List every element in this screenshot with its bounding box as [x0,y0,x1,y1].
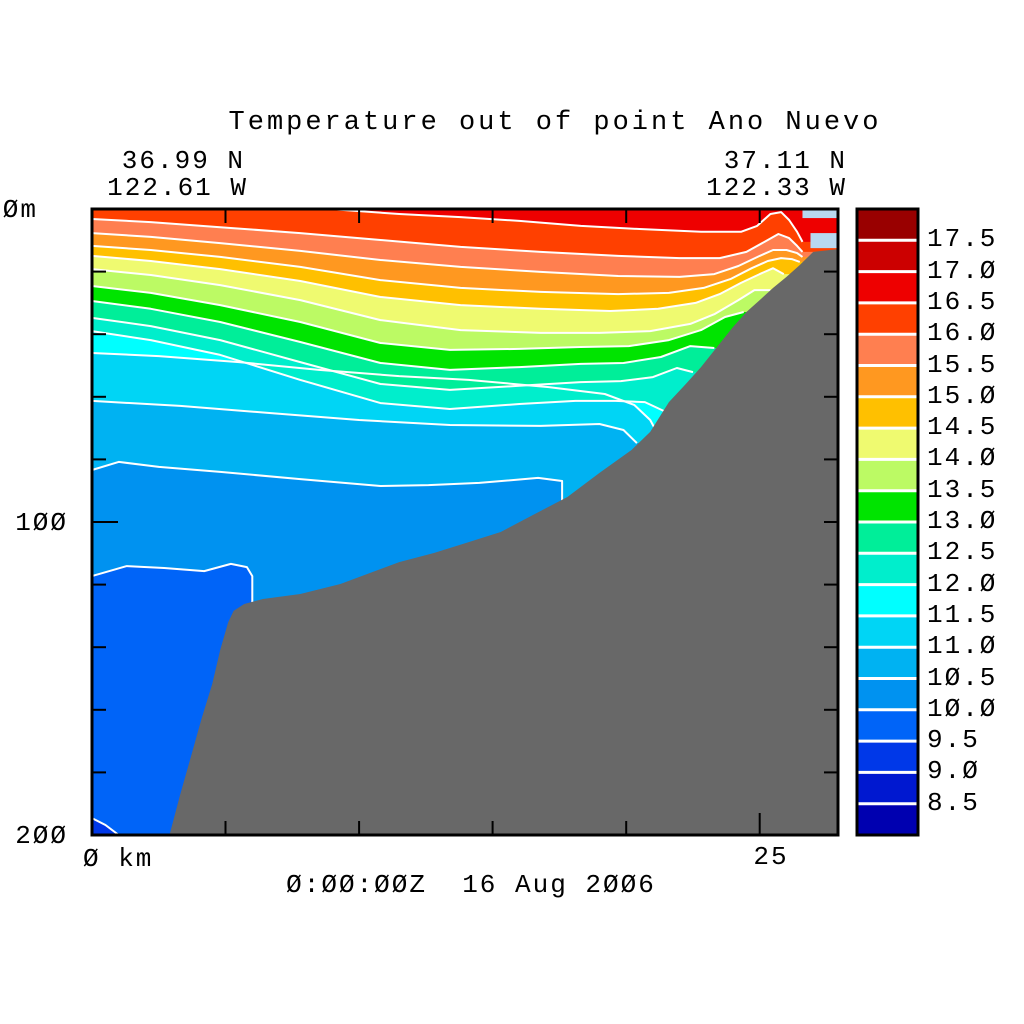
x-axis-label-0km: Ø km [83,844,154,874]
colorbar-segment [857,553,918,585]
colorbar-label: 15.5 [927,350,998,380]
isotherm-line [91,254,785,312]
right-endpoint-longitude: 122.33 W [706,173,847,203]
colorbar-segment [857,240,918,272]
colorbar-segment [857,365,918,397]
colorbar-label: 1Ø.Ø [927,694,998,724]
y-axis-label-0m: Øm [2,195,38,225]
y-axis-label-100: 1ØØ [15,508,68,538]
colorbar-label: 13.Ø [927,506,998,536]
colorbar-label: 16.Ø [927,318,998,348]
colorbar-segment [857,803,918,835]
isotherm-line [91,460,564,502]
y-axis-label-200: 2ØØ [15,821,68,851]
colorbar-segment [857,334,918,366]
colorbar-frame [855,207,920,837]
colorbar-label: 14.5 [927,412,998,442]
page-title: Temperature out of point Ano Nuevo [228,108,882,138]
isotherm-line [91,218,804,260]
nodata-patch [810,233,838,249]
seafloor [169,249,838,836]
colorbar-label: 12.Ø [927,569,998,599]
colorbar-segment [857,396,918,429]
colorbar-label: 12.5 [927,537,998,567]
isotherm-line [329,208,804,243]
colorbar-segment [857,522,918,554]
nodata-patch [802,209,838,219]
isotherm-line [91,300,715,371]
colorbar-segment [857,459,918,491]
colorbar-label: 17.5 [927,224,998,254]
isotherm-line [91,352,657,431]
colorbar-label: 14.Ø [927,443,998,473]
colorbar-label: 15.Ø [927,381,998,411]
colorbar-label: 11.Ø [927,631,998,661]
isotherm-line [91,268,771,334]
colorbar-label: 16.5 [927,287,998,317]
x-axis-label-25: 25 [753,842,789,872]
isotherm-line [91,232,804,278]
isotherm-line [91,817,120,836]
colorbar-label: 11.5 [927,600,998,630]
colorbar-segment [857,584,918,616]
colorbar-segment [857,772,918,804]
colorbar-segment [857,302,918,335]
plot-frame [90,207,840,837]
colorbar-label: 17.Ø [927,256,998,286]
isotherm-line [91,330,667,414]
colorbar-segment [857,678,918,710]
colorbar-segment [857,209,918,241]
left-endpoint-longitude: 122.61 W [107,173,248,203]
colorbar-segment [857,490,918,522]
colorbar-label: 9.5 [927,725,980,755]
left-endpoint-latitude: 36.99 N [121,146,245,176]
colorbar-segment [857,615,918,648]
isotherm-line [91,244,801,296]
colorbar-segment [857,741,918,773]
isotherm-line [91,562,254,610]
colorbar-segment [857,647,918,679]
isotherm-line [91,399,638,444]
isotherm-line [91,285,744,351]
colorbar-label: 13.5 [927,475,998,505]
colorbar-segment [857,709,918,742]
timestamp: Ø:ØØ:ØØZ 16 Aug 2ØØ6 [286,870,656,900]
colorbar-label: 9.Ø [927,756,980,786]
right-endpoint-latitude: 37.11 N [723,146,847,176]
isotherm-line [91,316,694,391]
colorbar-label: 8.5 [927,788,980,818]
colorbar-label: 1Ø.5 [927,663,998,693]
colorbar-segment [857,428,918,460]
colorbar-segment [857,271,918,303]
